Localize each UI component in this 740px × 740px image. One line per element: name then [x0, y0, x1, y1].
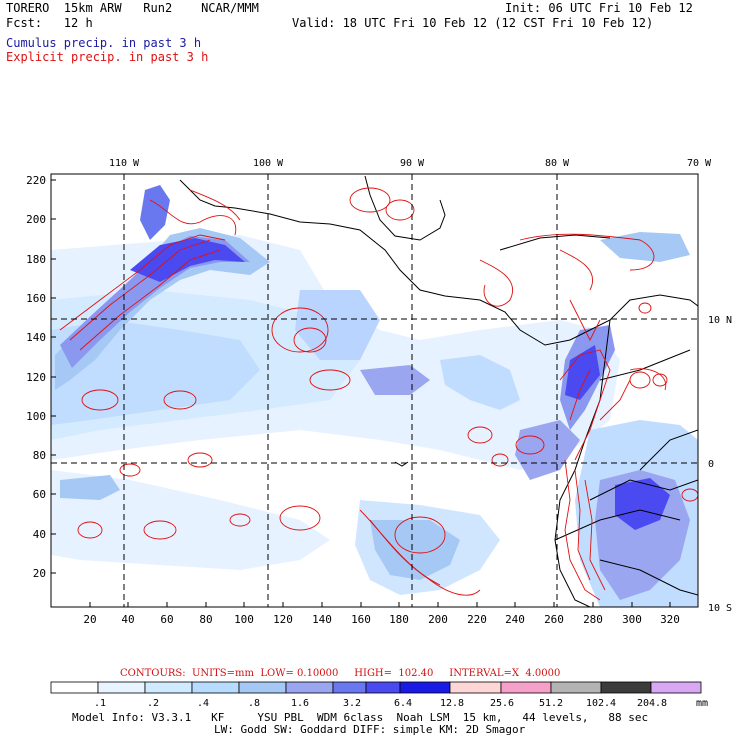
contour-info: CONTOURS: UNITS=mm LOW= 0.10000 HIGH= 10… — [120, 668, 561, 679]
colorbar-label: .1 — [94, 698, 106, 709]
colorbar-label: .8 — [248, 698, 260, 709]
y-tick-label: 200 — [26, 213, 46, 226]
shaded-precip — [51, 185, 698, 607]
colorbar-labels: .1 .2 .4 .8 1.6 3.2 6.4 12.8 25.6 51.2 1… — [94, 698, 708, 709]
y-tick-label: 180 — [26, 253, 46, 266]
x-tick-label: 20 — [83, 613, 96, 626]
colorbar-label: .2 — [147, 698, 159, 709]
lon-label: 70 W — [687, 158, 712, 169]
colorbar-box — [500, 681, 552, 694]
colorbar-box — [285, 681, 334, 694]
colorbar-label: 102.4 — [586, 698, 616, 709]
lon-label: 80 W — [545, 158, 570, 169]
colorbar-label: .4 — [197, 698, 209, 709]
explicit-contours — [59, 187, 698, 601]
y-tick-label: 160 — [26, 292, 46, 305]
model-title: TORERO 15km ARW Run2 NCAR/MMM — [6, 1, 259, 15]
colorbar-label: 204.8 — [637, 698, 667, 709]
colorbar-label: 51.2 — [539, 698, 563, 709]
colorbar-box — [50, 681, 99, 694]
colorbar — [50, 681, 702, 694]
cumulus-field-label: Cumulus precip. in past 3 h — [6, 36, 202, 50]
valid-time: Valid: 18 UTC Fri 10 Feb 12 (12 CST Fri … — [292, 16, 654, 30]
x-tick-label: 260 — [544, 613, 564, 626]
lon-label: 110 W — [109, 158, 140, 169]
lat-label: 10 S — [708, 603, 732, 614]
y-tick-label: 120 — [26, 371, 46, 384]
colorbar-label: 3.2 — [343, 698, 361, 709]
x-tick-label: 280 — [583, 613, 603, 626]
y-tick-label: 80 — [33, 449, 46, 462]
y-tick-label: 20 — [33, 567, 46, 580]
x-tick-label: 240 — [505, 613, 525, 626]
colorbar-label: 1.6 — [291, 698, 309, 709]
colorbar-label: 6.4 — [394, 698, 412, 709]
lat-label: 0 — [708, 459, 714, 470]
colorbar-box — [600, 681, 652, 694]
map-frame — [50, 173, 699, 608]
x-tick-label: 120 — [273, 613, 293, 626]
colorbar-box — [144, 681, 193, 694]
x-tick-label: 160 — [351, 613, 371, 626]
x-tick-label: 80 — [199, 613, 212, 626]
model-physics: LW: Godd SW: Goddard DIFF: simple KM: 2D… — [214, 723, 526, 736]
lon-label: 90 W — [400, 158, 425, 169]
colorbar-box — [332, 681, 367, 694]
init-time: Init: 06 UTC Fri 10 Feb 12 — [505, 1, 693, 15]
x-tick-label: 300 — [622, 613, 642, 626]
colorbar-box — [399, 681, 451, 694]
colorbar-box — [550, 681, 602, 694]
forecast-hour: Fcst: 12 h — [6, 16, 93, 30]
colorbar-box — [449, 681, 502, 694]
colorbar-box — [191, 681, 240, 694]
graticule — [51, 174, 698, 607]
lat-lon-labels: 110 W 100 W 90 W 80 W 70 W 10 N 0 10 S — [109, 158, 732, 614]
coastlines — [179, 175, 698, 607]
explicit-field-label: Explicit precip. in past 3 h — [6, 50, 209, 64]
colorbar-label: 12.8 — [440, 698, 464, 709]
y-tick-label: 100 — [26, 410, 46, 423]
y-tick-label: 220 — [26, 174, 46, 187]
x-tick-label: 60 — [160, 613, 173, 626]
x-tick-label: 320 — [660, 613, 680, 626]
x-tick-label: 180 — [389, 613, 409, 626]
colorbar-box — [238, 681, 287, 694]
x-tick-label: 100 — [234, 613, 254, 626]
y-tick-label: 40 — [33, 528, 46, 541]
colorbar-box — [97, 681, 146, 694]
x-tick-label: 200 — [428, 613, 448, 626]
lat-label: 10 N — [708, 315, 732, 326]
lon-label: 100 W — [253, 158, 284, 169]
colorbar-unit: mm — [696, 698, 708, 709]
x-tick-label: 140 — [312, 613, 332, 626]
colorbar-box — [365, 681, 401, 694]
y-tick-label: 140 — [26, 331, 46, 344]
x-tick-label: 220 — [467, 613, 487, 626]
colorbar-label: 25.6 — [490, 698, 514, 709]
model-info: Model Info: V3.3.1 KF YSU PBL WDM 6class… — [72, 711, 649, 724]
axis-ticks — [51, 179, 671, 607]
x-tick-label: 40 — [121, 613, 134, 626]
axis-labels: 220 200 180 160 140 120 100 80 60 40 20 … — [26, 174, 680, 626]
y-tick-label: 60 — [33, 488, 46, 501]
colorbar-box — [650, 681, 702, 694]
